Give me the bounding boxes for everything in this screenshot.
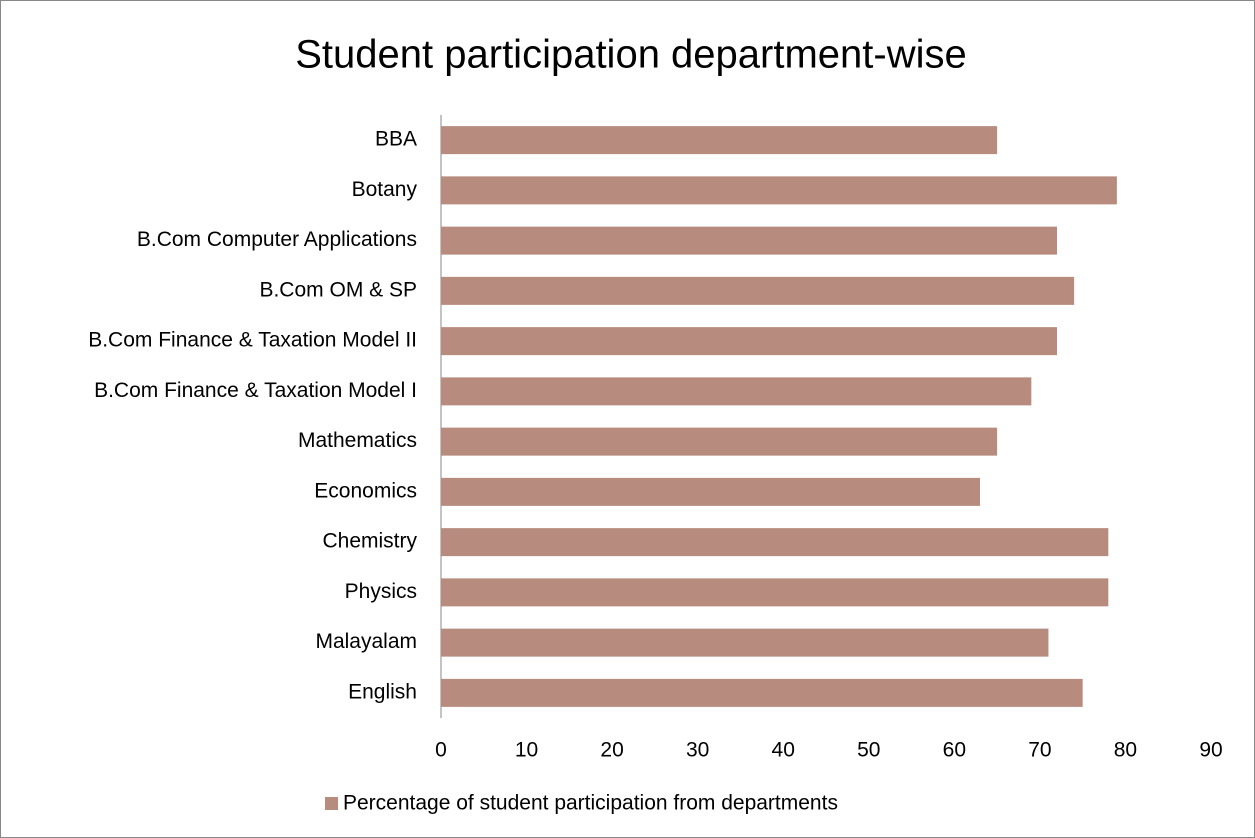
- y-tick-label: B.Com Finance & Taxation Model I: [94, 379, 417, 402]
- y-tick-label: Physics: [345, 580, 417, 603]
- x-tick-label: 20: [600, 739, 623, 762]
- bar: [441, 276, 1075, 305]
- y-tick-label: BBA: [375, 128, 417, 151]
- y-tick-label: Economics: [314, 479, 417, 502]
- bar: [441, 226, 1057, 255]
- y-tick-label: B.Com Finance & Taxation Model II: [88, 329, 417, 352]
- x-tick-label: 50: [857, 739, 880, 762]
- x-tick-label: 30: [686, 739, 709, 762]
- bar: [441, 678, 1083, 707]
- x-tick-label: 80: [1114, 739, 1137, 762]
- bar: [441, 427, 998, 456]
- bar: [441, 126, 998, 155]
- chart-title: Student participation department-wise: [295, 33, 966, 77]
- bar: [441, 327, 1057, 356]
- bar: [441, 176, 1117, 205]
- bar: [441, 477, 980, 506]
- y-tick-label: Chemistry: [322, 530, 417, 553]
- y-tick-label: Malayalam: [315, 630, 417, 653]
- y-tick-label: Botany: [352, 178, 418, 201]
- x-tick-label: 40: [772, 739, 795, 762]
- bar: [441, 628, 1049, 657]
- y-tick-label: B.Com OM & SP: [259, 278, 417, 301]
- bar: [441, 528, 1109, 557]
- x-tick-label: 60: [943, 739, 966, 762]
- y-tick-label: Mathematics: [298, 429, 417, 452]
- legend-label: Percentage of student participation from…: [343, 792, 838, 815]
- x-tick-label: 90: [1199, 739, 1222, 762]
- bar: [441, 578, 1109, 607]
- legend-swatch: [325, 797, 338, 810]
- bar: [441, 377, 1032, 406]
- x-tick-label: 10: [515, 739, 538, 762]
- y-tick-label: English: [348, 680, 417, 703]
- y-tick-label: B.Com Computer Applications: [137, 228, 417, 251]
- x-tick-label: 0: [435, 739, 447, 762]
- x-tick-label: 70: [1028, 739, 1051, 762]
